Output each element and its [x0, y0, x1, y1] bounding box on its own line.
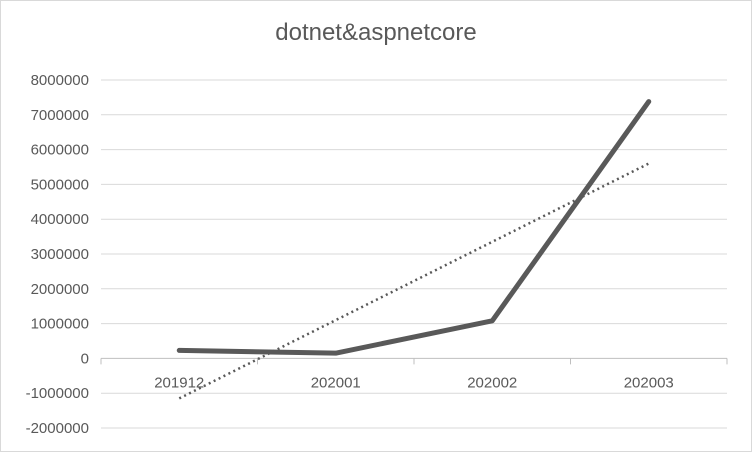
x-tick-label: 202001	[311, 374, 361, 391]
y-tick-label: -2000000	[26, 420, 89, 437]
y-tick-label: 4000000	[31, 211, 89, 228]
x-tick-label: 201912	[154, 374, 204, 391]
x-axis-labels: 201912 202001 202002 202003	[154, 374, 674, 391]
chart-title: dotnet&aspnetcore	[275, 19, 477, 46]
x-tick-label: 202003	[624, 374, 674, 391]
series-layer	[176, 99, 652, 400]
series-line	[176, 99, 652, 356]
x-tick-label: 202002	[467, 374, 517, 391]
x-axis	[100, 357, 728, 365]
y-tick-label: 5000000	[31, 176, 89, 193]
y-tick-label: 2000000	[31, 281, 89, 298]
y-tick-label: -1000000	[26, 385, 89, 402]
y-tick-label: 8000000	[31, 72, 89, 89]
y-tick-label: 0	[81, 350, 89, 367]
gridlines	[101, 79, 727, 429]
y-tick-label: 7000000	[31, 107, 89, 124]
y-axis-labels: 8000000 7000000 6000000 5000000 4000000 30000…	[26, 72, 89, 437]
y-tick-label: 6000000	[31, 142, 89, 159]
y-tick-label: 3000000	[31, 246, 89, 263]
y-tick-label: 1000000	[31, 316, 89, 333]
